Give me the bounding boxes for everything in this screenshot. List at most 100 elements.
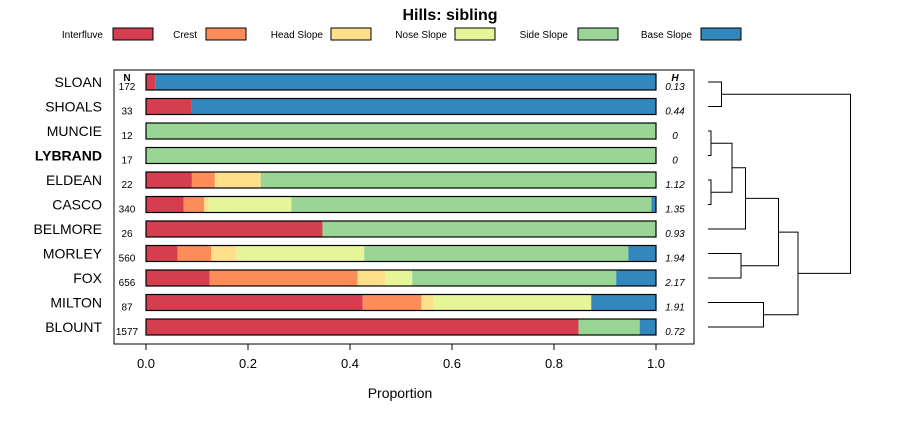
legend-swatch-side-slope	[577, 27, 619, 41]
legend-swatch-crest	[205, 27, 247, 41]
dendrogram-link	[708, 179, 712, 205]
bar-segment-base-slope	[591, 294, 656, 311]
bar-segment-crest	[191, 172, 215, 188]
n-value: 26	[121, 229, 133, 240]
row-fox: FOX 656 2.17	[73, 269, 685, 289]
bar-segment-head-slope	[211, 245, 237, 262]
bar-segment-head-slope	[357, 270, 386, 286]
bar-segment-interfluve	[146, 270, 210, 286]
bar-segment-nose-slope	[433, 294, 592, 311]
bar-segment-side-slope	[291, 196, 652, 213]
bar-outline	[145, 73, 657, 91]
bar-segment-side-slope	[578, 319, 640, 335]
bar-segment-crest	[183, 196, 205, 213]
legend-label-side-slope: Side Slope	[520, 30, 569, 41]
row-label: MORLEY	[43, 246, 103, 262]
row-label: LYBRAND	[35, 148, 102, 164]
legend-label-interfluve: Interfluve	[62, 30, 104, 41]
legend: Interfluve Crest Head Slope Nose Slope Side …	[62, 27, 742, 41]
bar-segment-head-slope	[214, 172, 261, 188]
dendrogram-link	[708, 302, 764, 328]
bar-segment-base-slope	[628, 245, 656, 262]
bar-segment-crest	[362, 294, 422, 311]
row-label: MILTON	[50, 295, 102, 311]
dendrogram-link	[711, 142, 733, 193]
row-sloan: SLOAN 172 0.13	[55, 73, 685, 93]
dendrogram-link	[721, 93, 851, 274]
bar-segment-base-slope	[651, 196, 656, 213]
h-value: 1.12	[665, 180, 685, 191]
legend-label-head-slope: Head Slope	[271, 30, 324, 41]
bar-segment-side-slope	[146, 147, 656, 164]
n-value: 560	[119, 254, 136, 265]
x-tick-label: 1.0	[647, 356, 665, 371]
n-value: 12	[121, 131, 133, 142]
row-label: BELMORE	[34, 221, 102, 237]
bar-segment-side-slope	[322, 221, 656, 237]
n-value: 22	[121, 180, 133, 191]
bar-segment-base-slope	[639, 319, 656, 335]
x-axis-label: Proportion	[368, 385, 433, 401]
dendrogram-link	[763, 231, 799, 316]
row-label: BLOUNT	[45, 319, 102, 335]
bar-outline	[145, 269, 657, 287]
n-value: 656	[119, 278, 136, 289]
bar-segment-side-slope	[260, 172, 656, 188]
bar-segment-base-slope	[616, 270, 656, 286]
plot-panel	[113, 69, 695, 345]
h-value: 0	[672, 131, 678, 142]
row-label: MUNCIE	[47, 123, 102, 139]
bar-segment-crest	[177, 245, 212, 262]
bar-segment-interfluve	[146, 319, 579, 335]
h-value: 2.17	[664, 278, 685, 289]
n-value: 1577	[116, 327, 139, 338]
chart-title: Hills: sibling	[402, 7, 497, 24]
bar-segment-interfluve	[146, 196, 184, 213]
bar-segment-base-slope	[155, 74, 656, 90]
h-value: 0	[672, 156, 678, 167]
legend-swatch-head-slope	[330, 27, 372, 41]
bar-segment-interfluve	[146, 74, 156, 90]
dendrogram	[708, 81, 851, 328]
row-belmore: BELMORE 26 0.93	[34, 220, 685, 240]
row-label: SHOALS	[45, 99, 102, 115]
bar-segment-base-slope	[191, 98, 656, 115]
n-value: 17	[121, 156, 133, 167]
h-value: 0.93	[665, 229, 685, 240]
bar-outline	[145, 97, 657, 116]
x-tick-label: 0.6	[443, 356, 461, 371]
bar-segment-side-slope	[364, 245, 629, 262]
row-lybrand: LYBRAND 17 0	[35, 146, 678, 167]
row-shoals: SHOALS 33 0.44	[45, 97, 685, 118]
bar-segment-interfluve	[146, 294, 363, 311]
h-value: 1.91	[665, 303, 684, 314]
bar-segment-crest	[209, 270, 358, 286]
h-value: 0.72	[665, 327, 685, 338]
row-label: SLOAN	[55, 74, 102, 90]
row-blount: BLOUNT 1577 0.72	[45, 318, 685, 338]
x-tick-label: 0.0	[137, 356, 155, 371]
legend-swatch-interfluve	[112, 27, 154, 41]
h-value: 0.13	[665, 82, 685, 93]
bar-outline	[145, 293, 657, 312]
n-value: 340	[119, 205, 136, 216]
bar-outline	[145, 244, 657, 263]
row-eldean: ELDEAN 22 1.12	[46, 171, 685, 191]
n-value: 33	[121, 107, 133, 118]
bar-segment-side-slope	[412, 270, 617, 286]
legend-label-base-slope: Base Slope	[641, 30, 693, 41]
row-muncie: MUNCIE 12 0	[47, 122, 678, 142]
bar-segment-interfluve	[146, 221, 323, 237]
row-label: FOX	[73, 270, 102, 286]
bar-segment-interfluve	[146, 245, 178, 262]
dendrogram-link	[708, 81, 722, 107]
bar-outline	[145, 146, 657, 165]
n-value: 87	[121, 303, 133, 314]
dendrogram-link	[741, 197, 779, 267]
bar-outline	[145, 220, 657, 238]
bar-segment-head-slope	[421, 294, 434, 311]
dendrogram-link	[708, 167, 746, 230]
row-label: ELDEAN	[46, 172, 102, 188]
